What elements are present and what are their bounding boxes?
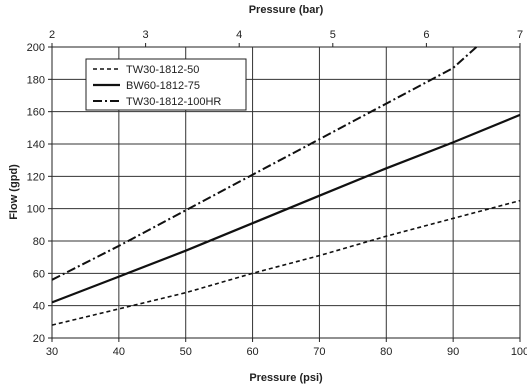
series-line-2 — [51, 46, 478, 281]
top-axis-ticks: 2 3 4 5 6 7 — [49, 29, 523, 47]
x-tick-label: 50 — [180, 346, 192, 358]
top-tick-label: 5 — [330, 29, 336, 41]
legend: TW30-1812-50 BW60-1812-75 TW30-1812-100H… — [85, 58, 247, 111]
x-tick-label: 100 — [511, 346, 527, 358]
y-tick-label: 140 — [27, 139, 45, 151]
x-tick-label: 30 — [46, 346, 58, 358]
y-axis-title: Flow (gpd) — [8, 164, 20, 220]
y-axis-ticks: 20 40 60 80 100 120 140 160 180 200 — [27, 42, 52, 345]
top-tick-label: 4 — [236, 29, 242, 41]
top-tick-label: 3 — [143, 29, 149, 41]
series-lines — [51, 46, 521, 326]
x-tick-label: 40 — [113, 346, 125, 358]
series-line-0 — [51, 199, 521, 326]
y-tick-label: 120 — [27, 171, 45, 183]
y-tick-label: 160 — [27, 107, 45, 119]
top-axis-title: Pressure (bar) — [249, 4, 324, 16]
y-tick-label: 60 — [33, 268, 45, 280]
x-axis-title: Pressure (psi) — [249, 372, 323, 384]
x-tick-label: 60 — [246, 346, 258, 358]
x-tick-label: 70 — [313, 346, 325, 358]
y-tick-label: 100 — [27, 204, 45, 216]
legend-label-tw30-50: TW30-1812-50 — [126, 64, 199, 76]
y-tick-label: 20 — [33, 333, 45, 345]
x-tick-label: 90 — [447, 346, 459, 358]
y-tick-label: 40 — [33, 301, 45, 313]
y-tick-label: 180 — [27, 74, 45, 86]
top-tick-label: 6 — [423, 29, 429, 41]
y-tick-label: 200 — [27, 42, 45, 54]
y-tick-label: 80 — [33, 236, 45, 248]
top-tick-label: 7 — [517, 29, 523, 41]
top-tick-label: 2 — [49, 29, 55, 41]
x-tick-label: 80 — [380, 346, 392, 358]
legend-label-tw30-100hr: TW30-1812-100HR — [126, 96, 221, 108]
x-axis-ticks: 30 40 50 60 70 80 90 100 — [46, 338, 527, 358]
legend-label-bw60-75: BW60-1812-75 — [126, 80, 200, 92]
series-line-1 — [51, 113, 521, 304]
